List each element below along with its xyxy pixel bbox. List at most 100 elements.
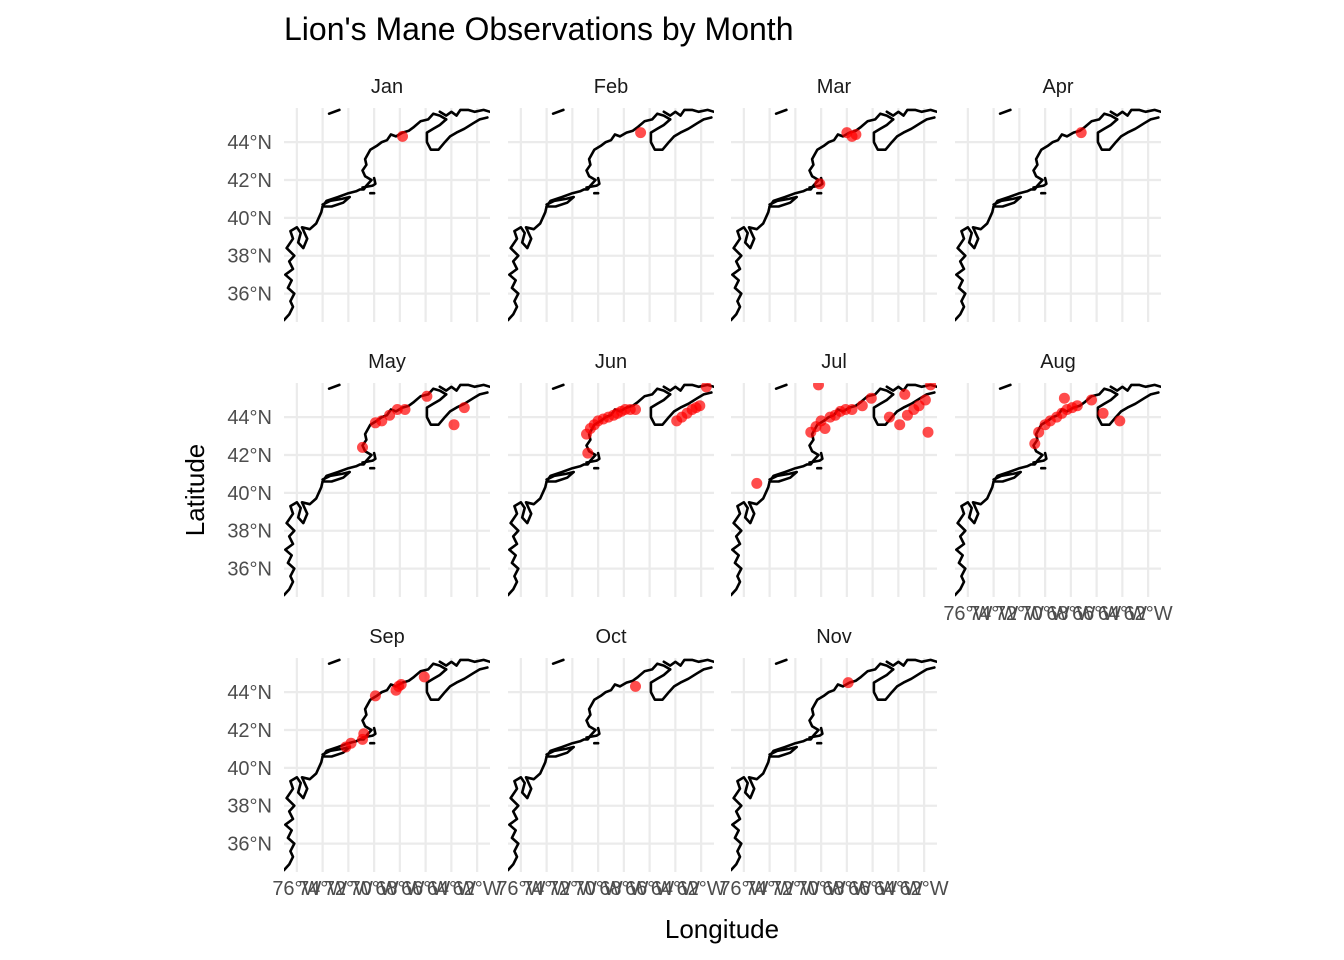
facet-label-nov: Nov — [816, 626, 852, 648]
coastline-path — [662, 658, 714, 667]
observation-point — [842, 677, 854, 689]
x-tick-label: 74°W — [969, 603, 1018, 625]
observation-point — [630, 680, 641, 692]
x-tick-label: 72°W — [771, 878, 820, 900]
observation-point — [1058, 392, 1070, 404]
coastline — [284, 108, 490, 322]
coastline-path — [545, 470, 575, 483]
x-tick-label: 68°W — [599, 878, 648, 900]
coastline-path — [585, 176, 601, 189]
x-tick-label: 62°W — [453, 878, 502, 900]
observation-point — [899, 388, 911, 400]
facet-label-sep: Sep — [369, 626, 405, 648]
coastline-path — [885, 658, 937, 667]
x-tick-label: 74°W — [745, 878, 794, 900]
coastline-path — [425, 116, 489, 151]
coastline-path — [768, 195, 798, 208]
coastline-path — [425, 391, 489, 426]
observation-points — [1075, 127, 1087, 139]
y-tick-label: 36°N — [227, 559, 272, 581]
facet-panel-nov: Nov 76°W74°W72°W70°W68°W66°W64°W62°W — [719, 626, 948, 900]
facet-label-feb: Feb — [594, 76, 628, 98]
observation-point — [376, 415, 388, 427]
facet-panel-apr: Apr — [955, 76, 1161, 322]
coastline-path — [327, 383, 341, 390]
observation-point — [345, 737, 357, 749]
coastline-path — [872, 666, 936, 701]
coastline-path — [327, 658, 341, 665]
facet-panel-mar: Mar — [731, 76, 937, 322]
x-tick-label: 62°W — [1124, 603, 1173, 625]
x-tick-label: 76°W — [943, 603, 992, 625]
x-tick-label: 66°W — [1072, 603, 1121, 625]
x-tick-label: 76°W — [272, 878, 321, 900]
observation-points — [751, 383, 937, 489]
coastline-path — [998, 108, 1012, 115]
x-tick-label: 62°W — [900, 878, 949, 900]
y-tick-label: 36°N — [227, 834, 272, 856]
observation-point — [369, 690, 381, 702]
x-tick-label: 72°W — [995, 603, 1044, 625]
observation-points — [635, 127, 647, 139]
x-tick-label: 64°W — [651, 878, 700, 900]
facet-label-apr: Apr — [1042, 76, 1073, 98]
y-tick-label: 44°N — [227, 132, 272, 154]
x-tick-label: 70°W — [797, 878, 846, 900]
x-tick-label: 66°W — [848, 878, 897, 900]
coastline-path — [885, 108, 937, 117]
coastline-path — [768, 470, 798, 483]
y-axis-title: Latitude — [180, 444, 210, 537]
y-tick-label: 42°N — [227, 170, 272, 192]
gridlines — [284, 108, 490, 322]
x-tick-label: 68°W — [822, 878, 871, 900]
observation-point — [883, 411, 895, 423]
coastline-path — [545, 195, 575, 208]
coastline-path — [731, 112, 895, 322]
facet-panel-jul: Jul — [731, 351, 937, 597]
observation-point — [865, 392, 877, 404]
observation-point — [458, 402, 470, 414]
y-tick-label: 38°N — [227, 521, 272, 543]
coastline-path — [284, 112, 448, 322]
coastline — [955, 108, 1161, 322]
coastline-path — [361, 451, 377, 464]
facet-label-jun: Jun — [595, 351, 627, 373]
x-tick-label: 66°W — [625, 878, 674, 900]
observation-point — [1071, 400, 1083, 412]
facet-panel-oct: Oct 76°W74°W72°W70°W68°W66°W64°W62°W — [496, 626, 725, 900]
x-tick-label: 68°W — [1046, 603, 1095, 625]
observation-point — [1029, 438, 1041, 450]
observation-points — [842, 677, 854, 689]
observation-point — [919, 394, 931, 406]
observation-point — [1075, 127, 1087, 139]
facet-panel-may: May 36°N 38°N 40°N 42°N 44°N — [227, 351, 490, 597]
x-tick-label: 72°W — [324, 878, 373, 900]
x-axis-title: Longitude — [665, 914, 779, 944]
y-tick-label: 40°N — [227, 483, 272, 505]
gridlines — [731, 108, 937, 322]
coastline-path — [321, 195, 351, 208]
x-tick-label: 72°W — [548, 878, 597, 900]
observation-point — [894, 419, 906, 431]
observation-point — [700, 383, 712, 393]
x-tick-label: 66°W — [401, 878, 450, 900]
coastline-path — [508, 112, 672, 322]
observation-point — [357, 441, 368, 453]
coastline-path — [662, 108, 714, 117]
observation-point — [384, 409, 396, 421]
coastline-path — [551, 658, 565, 665]
coastline-path — [1109, 383, 1161, 392]
observation-point — [1086, 394, 1097, 406]
observation-point — [850, 129, 862, 140]
coastline — [508, 108, 714, 322]
coastline-path — [321, 470, 351, 483]
observation-points — [357, 390, 470, 453]
observation-point — [358, 728, 370, 740]
x-tick-label: 76°W — [719, 878, 768, 900]
observation-point — [856, 400, 868, 412]
x-tick-label: 64°W — [874, 878, 923, 900]
coastline-path — [872, 116, 936, 151]
coastline-path — [1096, 391, 1160, 426]
observation-point — [391, 404, 403, 415]
